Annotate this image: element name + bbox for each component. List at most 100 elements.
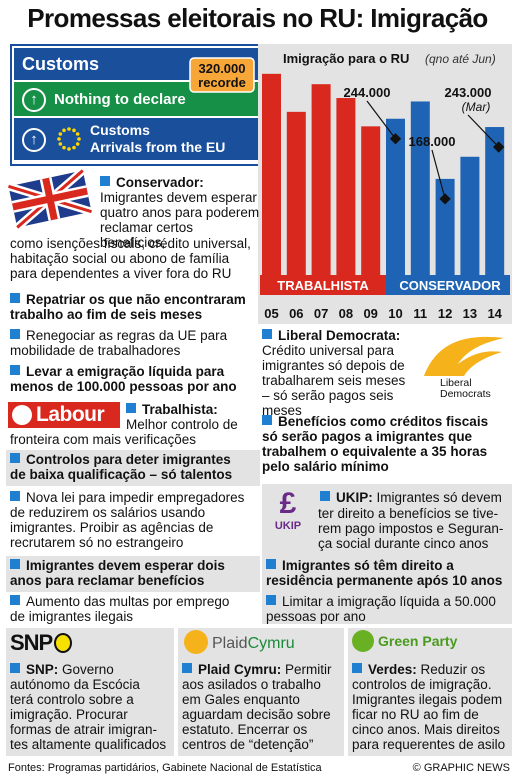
tick-label-08: 08 xyxy=(339,306,353,321)
eu-star xyxy=(57,137,61,141)
record-label: recorde xyxy=(198,75,246,90)
libdem-bird-icon xyxy=(424,336,504,376)
bullet-icon xyxy=(182,663,192,673)
ukip-text-1b: ter direito a benefícios se tive- rem pa… xyxy=(318,506,504,551)
page-title: Promessas eleitorais no RU: Imigração xyxy=(27,3,488,33)
customs2-label: Customs xyxy=(90,122,150,138)
snp-text-1b: autónomo da Escócia terá controlo sobre … xyxy=(10,677,167,752)
conservative-text-1: Imigrantes devem esperar quatro anos par… xyxy=(100,190,260,250)
bar-11 xyxy=(410,101,430,296)
snp-panel xyxy=(6,628,174,756)
conservative-period-label: CONSERVADOR xyxy=(399,278,501,293)
up-arrow-icon: ↑ xyxy=(22,88,46,112)
bullet-icon xyxy=(266,595,276,605)
nothing-to-declare-sign: ↑ Nothing to declare xyxy=(14,82,258,116)
libdem-logo-line1: Liberal xyxy=(440,377,472,389)
bullet-icon xyxy=(262,329,272,339)
libdem-point-2: Benefícios como créditos fiscais só serã… xyxy=(262,414,489,474)
plaid-text-1a: Permitir xyxy=(285,662,332,677)
eu-flag-icon xyxy=(57,127,81,151)
nothing-label: Nothing to declare xyxy=(54,91,186,108)
pound-icon: £ xyxy=(279,487,297,520)
tick-label-14: 14 xyxy=(487,306,502,321)
snp-logo-text: SNP xyxy=(10,630,53,655)
bar-06 xyxy=(286,111,306,296)
labour-point-3: Nova lei para impedir empregadores de re… xyxy=(10,490,245,550)
labour-text-1a: Melhor controlo de xyxy=(126,417,238,432)
labour-period-band xyxy=(260,275,386,295)
up-arrow-icon: ↑ xyxy=(22,128,46,152)
bullet-icon xyxy=(10,491,20,501)
annotation-168000: 168.000 xyxy=(409,134,456,149)
tick-label-12: 12 xyxy=(438,306,452,321)
tick-label-06: 06 xyxy=(289,306,303,321)
bullet-icon xyxy=(266,559,276,569)
annotation-connector xyxy=(366,100,396,140)
annotation-marker xyxy=(493,141,505,153)
source-note: Fontes: Programas partidários, Gabinete … xyxy=(8,762,322,774)
bullet-icon xyxy=(10,595,20,605)
bullet-icon xyxy=(262,415,272,425)
snp-heading: SNP: xyxy=(26,662,59,677)
bullet-icon xyxy=(100,176,110,186)
bar-05 xyxy=(262,73,281,295)
bullet-icon xyxy=(10,559,20,569)
record-value: 320.000 xyxy=(199,61,246,76)
bar-07 xyxy=(311,84,331,295)
chart-subtitle: (qno até Jun) xyxy=(425,52,496,66)
green-logo-text: Green Party xyxy=(378,633,458,649)
conservative-point-2: Repatriar os que não encontraram trabalh… xyxy=(10,292,246,322)
poppy-icon xyxy=(184,630,208,654)
green-logo: Green Party xyxy=(352,630,457,652)
bullet-icon xyxy=(10,329,20,339)
annotation-connector xyxy=(431,149,446,200)
chart-title: Imigração para o RU xyxy=(283,51,409,66)
eu-star xyxy=(58,142,63,146)
libdem-heading: Liberal Democrata: xyxy=(278,328,401,343)
bar-08 xyxy=(336,98,356,295)
immigration-chart: Imigração para o RU (qno até Jun) 05 06 07… xyxy=(189,51,510,321)
eu-label: Arrivals from the EU xyxy=(90,139,226,155)
plaid-block: Plaid Cymru: Permitir aos asilados o tra… xyxy=(182,662,342,752)
green-text-1a: Reduzir os xyxy=(420,662,486,677)
plaid-logo-text-2: Cymru xyxy=(247,635,295,652)
conservative-block: Conservador: Imigrantes devem esperar qu… xyxy=(100,175,260,250)
plaid-heading: Plaid Cymru: xyxy=(198,662,282,677)
libdem-text-1: Crédito universal para imigrantes só dep… xyxy=(262,343,406,418)
annotation-mar: (Mar) xyxy=(462,100,491,114)
record-badge xyxy=(189,57,255,93)
bullet-icon xyxy=(10,293,20,303)
green-earth-icon xyxy=(352,630,374,652)
conservative-point-4: Levar a emigração líquida para menos de … xyxy=(10,364,237,394)
customs-label: Customs xyxy=(22,54,100,74)
bar-09 xyxy=(361,126,381,296)
annotation-connector xyxy=(467,114,500,148)
ukip-logo-text: UKIP xyxy=(274,520,302,532)
bullet-icon xyxy=(320,491,330,501)
union-jack-icon xyxy=(8,168,92,230)
labour-heading: Trabalhista: xyxy=(142,402,218,417)
eu-arrivals-sign: ↑ Customs Arrivals from the EU xyxy=(14,118,258,160)
libdem-logo-text: Liberal Democrats xyxy=(440,378,510,400)
conservative-period-band xyxy=(390,275,510,295)
eu-star xyxy=(72,128,76,133)
labour-period-label: TRABALHISTA xyxy=(277,278,369,293)
plaid-logo: PlaidCymru xyxy=(184,630,295,654)
eu-star xyxy=(72,145,76,150)
eu-star xyxy=(75,132,80,136)
snp-symbol-icon xyxy=(54,633,73,653)
eu-star xyxy=(67,127,71,131)
tick-label-13: 13 xyxy=(463,306,477,321)
credit: © GRAPHIC NEWS xyxy=(412,762,510,774)
labour-point-2: Controlos para deter imigrantes de baixa… xyxy=(6,450,260,486)
libdem-block: Liberal Democrata: Crédito universal par… xyxy=(262,328,422,418)
plaid-logo-text-1: Plaid xyxy=(212,635,248,652)
green-heading: Verdes: xyxy=(368,662,417,677)
bar-13 xyxy=(460,156,480,295)
bar-14 xyxy=(485,127,505,295)
conservative-text-1b: como isenções fiscais, crédito universal… xyxy=(10,236,251,281)
annotation-244000: 244.000 xyxy=(344,85,391,100)
plaid-panel xyxy=(178,628,344,756)
eu-star xyxy=(62,128,66,133)
labour-text-1b: fronteira com mais verificações xyxy=(10,432,197,447)
